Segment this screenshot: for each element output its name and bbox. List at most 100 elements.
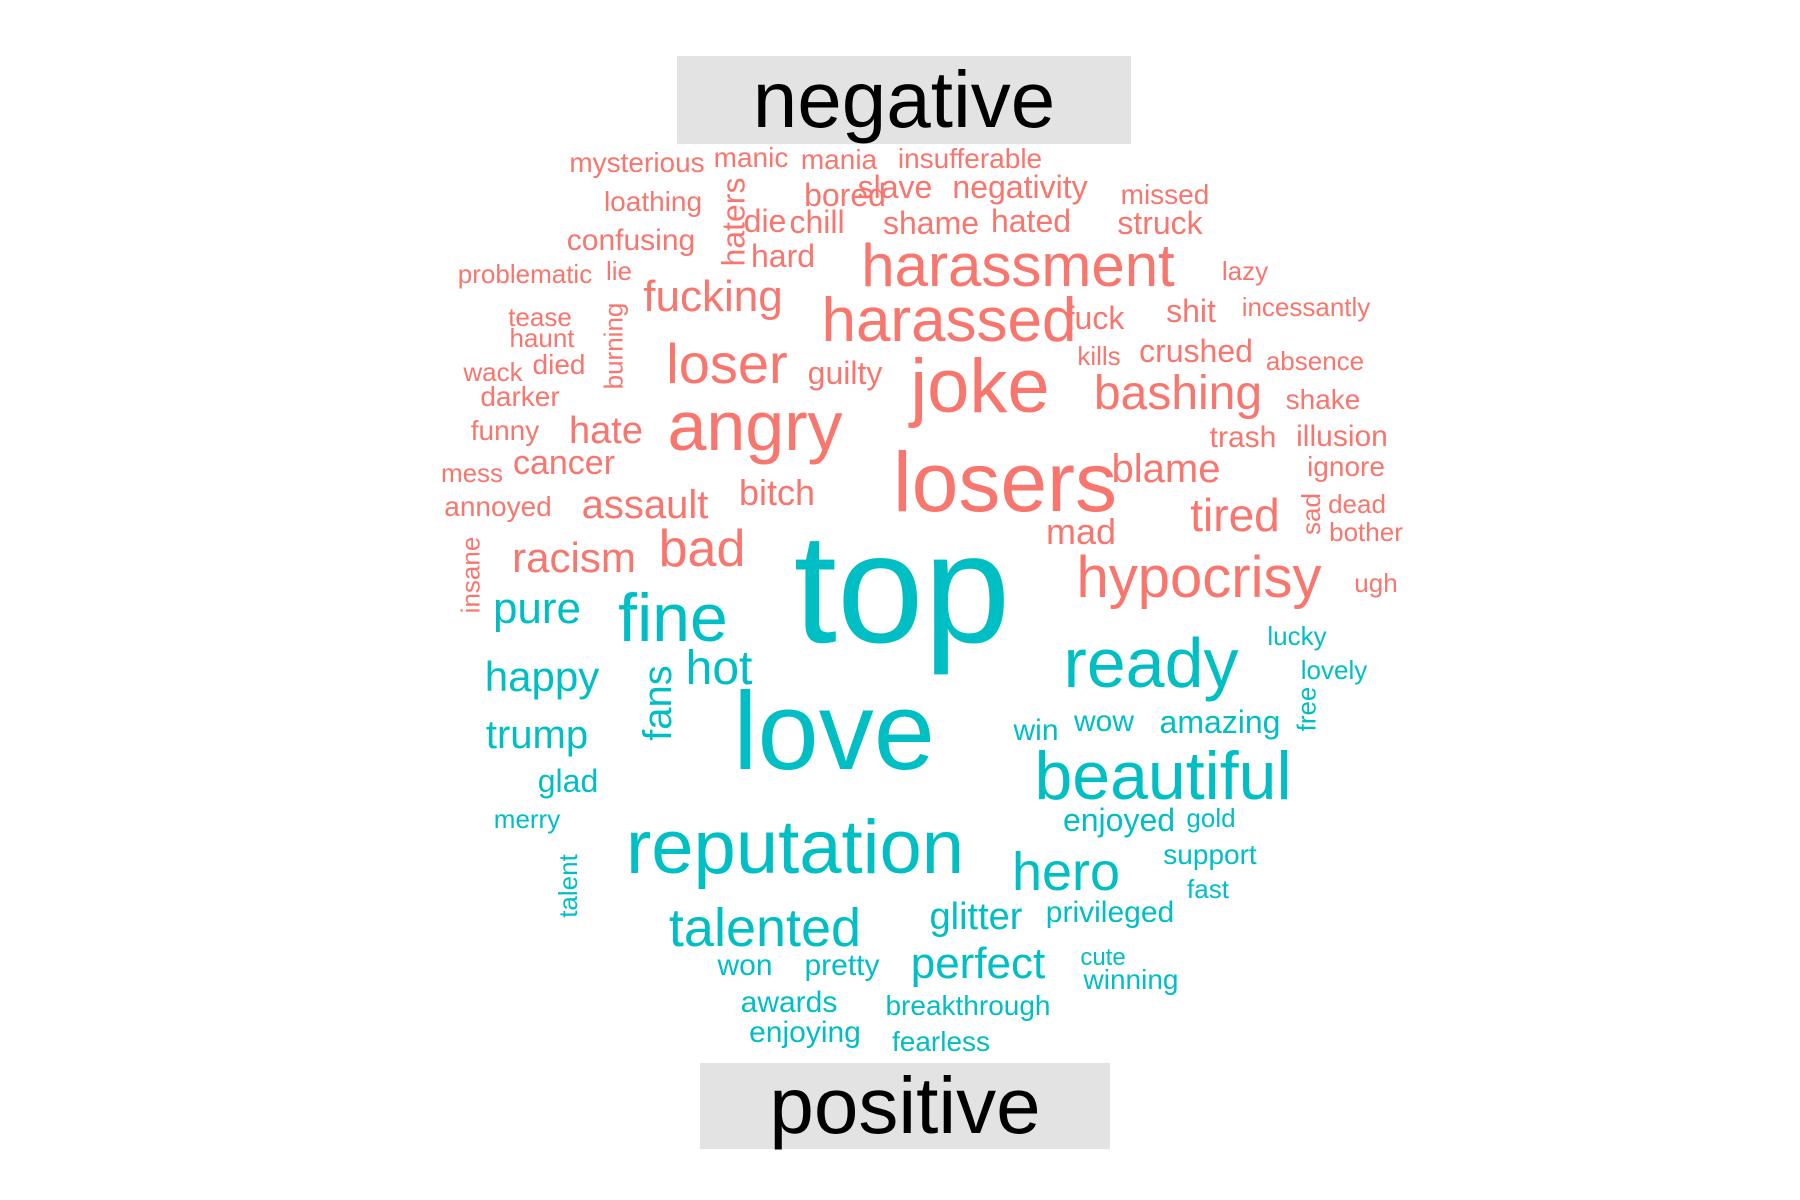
word-merry: merry	[493, 804, 561, 834]
word-fine: fine	[618, 580, 728, 656]
word-mysterious: mysterious	[569, 147, 705, 178]
word-breakthrough: breakthrough	[885, 990, 1051, 1021]
word-hate: hate	[569, 410, 643, 452]
word-mania: mania	[800, 144, 878, 175]
word-incessantly: incessantly	[1241, 292, 1371, 322]
word-shit: shit	[1166, 293, 1216, 329]
word-crushed: crushed	[1139, 333, 1253, 369]
word-absence: absence	[1265, 346, 1365, 376]
word-ugh: ugh	[1354, 568, 1398, 598]
word-annoyed: annoyed	[444, 491, 552, 522]
word-fast: fast	[1187, 874, 1229, 904]
word-bad: bad	[658, 520, 746, 578]
word-shame: shame	[882, 205, 980, 241]
word-mess: mess	[440, 458, 504, 488]
word-bother: bother	[1329, 517, 1403, 547]
word-died: died	[532, 349, 586, 380]
word-top: top	[793, 502, 1011, 676]
word-fans: fans	[635, 665, 680, 741]
word-burning: burning	[597, 302, 628, 390]
word-slave: slave	[857, 169, 933, 205]
word-struck: struck	[1117, 205, 1203, 241]
word-wack: wack	[463, 357, 523, 387]
group-label-positive: positive	[700, 1063, 1110, 1149]
word-trump: trump	[485, 713, 589, 757]
word-kills: kills	[1077, 341, 1121, 371]
word-hard: hard	[750, 238, 816, 274]
word-joke: joke	[910, 344, 1050, 429]
word-bitch: bitch	[738, 472, 816, 513]
word-assault: assault	[581, 483, 709, 527]
word-reputation: reputation	[625, 805, 965, 890]
word-haunt: haunt	[509, 323, 575, 353]
word-loser: loser	[666, 332, 788, 395]
word-winning: winning	[1083, 964, 1179, 995]
word-privileged: privileged	[1045, 896, 1175, 929]
word-racism: racism	[512, 534, 636, 581]
word-trash: trash	[1209, 421, 1277, 454]
word-enjoyed: enjoyed	[1062, 802, 1176, 838]
word-happy: happy	[484, 653, 600, 700]
word-die: die	[743, 203, 787, 239]
word-loathing: loathing	[603, 186, 703, 217]
word-tired: tired	[1190, 489, 1280, 541]
word-tease: tease	[508, 302, 572, 332]
word-hypocrisy: hypocrisy	[1076, 545, 1322, 610]
word-harassment: harassment	[861, 232, 1175, 299]
word-wow: wow	[1073, 705, 1134, 738]
word-insufferable: insufferable	[897, 143, 1043, 174]
word-glad: glad	[537, 763, 599, 799]
word-hated: hated	[990, 203, 1072, 239]
word-ignore: ignore	[1307, 451, 1385, 482]
word-fucking: fucking	[643, 272, 783, 321]
word-pretty: pretty	[804, 949, 880, 982]
word-win: win	[1013, 714, 1059, 747]
word-ready: ready	[1063, 624, 1239, 702]
word-sad: sad	[1295, 493, 1326, 535]
word-chill: chill	[789, 204, 845, 240]
word-fuck: fuck	[1065, 300, 1125, 336]
word-problematic: problematic	[457, 259, 593, 289]
word-losers: losers	[892, 435, 1118, 529]
word-amazing: amazing	[1159, 704, 1281, 740]
word-darker: darker	[480, 381, 560, 412]
word-hero: hero	[1011, 842, 1121, 902]
word-talented: talented	[668, 898, 862, 958]
word-enjoying: enjoying	[749, 1016, 861, 1049]
word-glitter: glitter	[929, 896, 1023, 938]
word-bashing: bashing	[1093, 367, 1263, 420]
word-angry: angry	[667, 387, 843, 465]
word-harassed: harassed	[821, 286, 1077, 355]
word-free: free	[1291, 686, 1321, 732]
word-cancer: cancer	[512, 444, 616, 482]
word-beautiful: beautiful	[1034, 738, 1292, 814]
word-mad: mad	[1045, 511, 1117, 552]
word-funny: funny	[470, 415, 540, 446]
word-love: love	[733, 670, 935, 793]
word-perfect: perfect	[910, 939, 1046, 988]
word-fearless: fearless	[891, 1026, 991, 1057]
word-support: support	[1163, 839, 1257, 870]
word-missed: missed	[1120, 179, 1210, 210]
word-lovely: lovely	[1300, 655, 1368, 685]
word-guilty: guilty	[807, 355, 883, 391]
word-confusing: confusing	[566, 224, 696, 257]
word-shake: shake	[1285, 384, 1361, 415]
word-blame: blame	[1111, 447, 1221, 491]
word-gold: gold	[1186, 803, 1236, 833]
word-negativity: negativity	[952, 169, 1088, 205]
word-cute: cute	[1080, 944, 1126, 971]
word-hot: hot	[685, 642, 753, 695]
word-won: won	[717, 949, 773, 982]
word-awards: awards	[740, 986, 838, 1019]
word-lie: lie	[605, 256, 632, 286]
word-talent: talent	[552, 854, 583, 918]
word-insane: insane	[455, 536, 485, 614]
word-lucky: lucky	[1267, 621, 1327, 651]
word-pure: pure	[492, 584, 582, 633]
word-bored: bored	[804, 177, 886, 213]
word-dead: dead	[1328, 489, 1386, 519]
word-manic: manic	[713, 142, 789, 173]
word-illusion: illusion	[1296, 420, 1388, 453]
group-label-negative: negative	[677, 56, 1131, 144]
